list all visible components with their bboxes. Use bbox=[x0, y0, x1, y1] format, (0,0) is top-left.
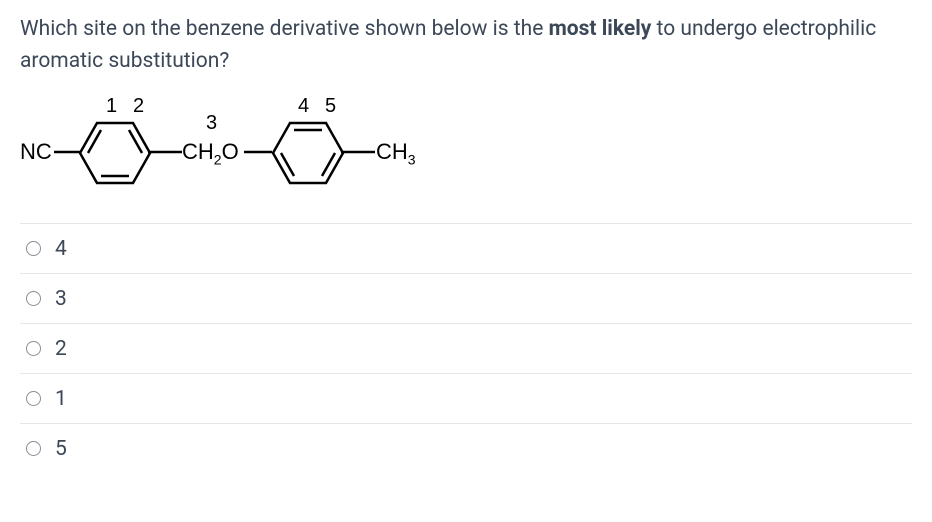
option-label: 4 bbox=[55, 237, 67, 261]
ch2o-group: CH2O bbox=[182, 139, 239, 167]
ch3-sub: 3 bbox=[408, 151, 416, 167]
option-3[interactable]: 3 bbox=[20, 273, 912, 323]
bond-ring2-ch3 bbox=[341, 150, 375, 154]
label-2: 2 bbox=[133, 95, 144, 118]
option-2[interactable]: 2 bbox=[20, 323, 912, 373]
ch2o-post: O bbox=[222, 139, 239, 164]
question-bold: most likely bbox=[549, 17, 652, 41]
option-5[interactable]: 5 bbox=[20, 423, 912, 473]
nc-text: NC bbox=[20, 139, 52, 164]
label-4: 4 bbox=[298, 95, 309, 118]
option-label: 1 bbox=[55, 387, 67, 411]
radio-icon bbox=[26, 341, 41, 356]
bond-nc-ring1 bbox=[54, 150, 84, 154]
label-1: 1 bbox=[106, 95, 117, 118]
ch3-group: CH3 bbox=[376, 139, 416, 167]
ch2o-sub: 2 bbox=[214, 151, 222, 167]
option-4[interactable]: 4 bbox=[20, 223, 912, 273]
option-label: 2 bbox=[55, 337, 67, 361]
question-text: Which site on the benzene derivative sho… bbox=[20, 14, 912, 77]
option-1[interactable]: 1 bbox=[20, 373, 912, 423]
ch2o-pre: CH bbox=[182, 139, 214, 164]
question-pre: Which site on the benzene derivative sho… bbox=[20, 17, 549, 41]
label-3: 3 bbox=[206, 112, 217, 135]
radio-icon bbox=[26, 241, 41, 256]
option-label: 3 bbox=[55, 287, 67, 311]
radio-icon bbox=[26, 391, 41, 406]
ch3-pre: CH bbox=[376, 139, 408, 164]
nc-group: NC bbox=[20, 139, 52, 165]
benzene-ring-2 bbox=[268, 118, 348, 188]
option-label: 5 bbox=[55, 437, 67, 461]
radio-icon bbox=[26, 291, 41, 306]
answer-options: 4 3 2 1 5 bbox=[20, 223, 912, 473]
radio-icon bbox=[26, 441, 41, 456]
chemistry-diagram: 1 2 3 4 5 NC CH2O CH3 bbox=[20, 95, 470, 195]
bond-ring1-ch2o bbox=[148, 150, 182, 154]
label-5: 5 bbox=[325, 95, 336, 118]
benzene-ring-1 bbox=[75, 118, 155, 188]
